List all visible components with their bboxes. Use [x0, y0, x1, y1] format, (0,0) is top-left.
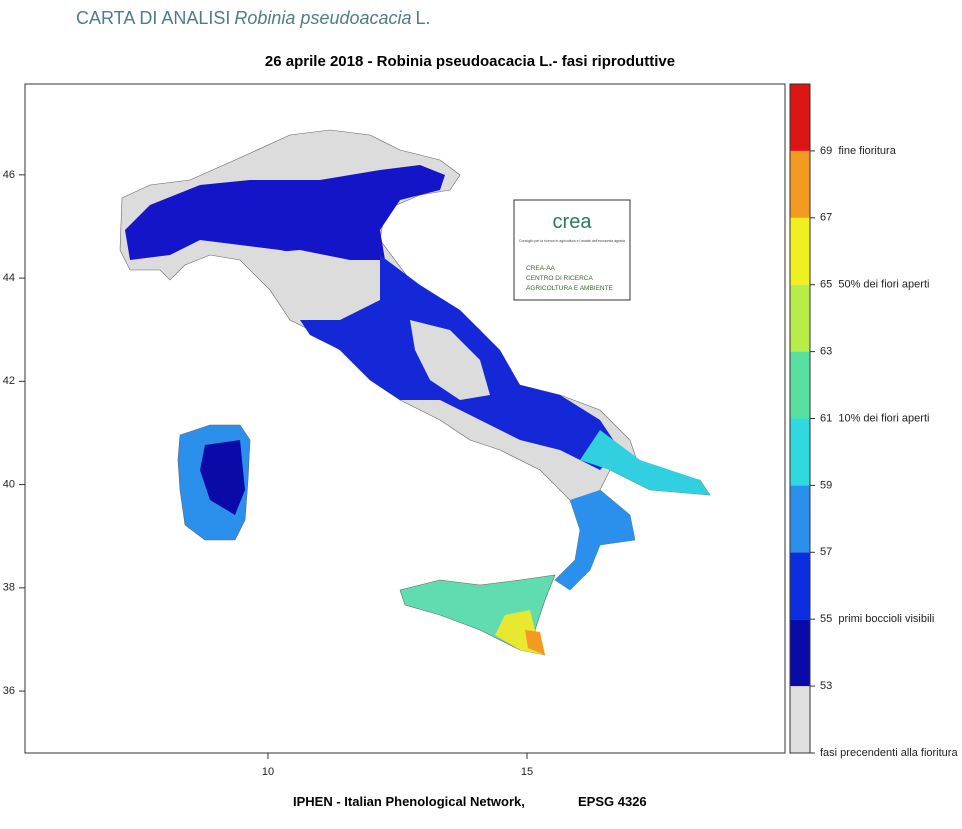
colorbar-segment	[790, 686, 810, 753]
colorbar-segment	[790, 418, 810, 486]
colorbar-label: 55 primi boccioli visibili	[820, 613, 934, 625]
colorbar-label: 59	[820, 479, 832, 491]
logo-box	[513, 199, 631, 301]
colorbar-segment	[790, 351, 810, 419]
logo-line: CENTRO DI RICERCA	[526, 275, 593, 282]
colorbar-segment	[790, 217, 810, 285]
header-title: CARTA DI ANALISI Robinia pseudoacacia L.	[76, 8, 431, 29]
tuscany-gray	[240, 250, 370, 320]
title-species: Robinia pseudoacacia	[234, 8, 412, 28]
y-tick-label: 38	[3, 582, 15, 594]
logo: crea Consiglio per la ricerca in agricol…	[513, 199, 631, 301]
footer-network: IPHEN - Italian Phenological Network,	[293, 794, 525, 809]
colorbar-segment	[790, 84, 810, 151]
colorbar-label: 53	[820, 680, 832, 692]
colorbar-label: 65 50% dei fiori aperti	[820, 279, 929, 291]
colorbar-label: 69 fine fioritura	[820, 145, 897, 157]
map-title: 26 aprile 2018 - Robinia pseudoacacia L.…	[265, 53, 675, 70]
colorbar-segment	[790, 485, 810, 553]
logo-line: CREA-AA	[526, 265, 556, 272]
colorbar-label: 61 10% dei fiori aperti	[820, 412, 929, 424]
y-tick-label: 42	[3, 375, 15, 387]
logo-name: crea	[553, 211, 593, 233]
colorbar-segment	[790, 552, 810, 620]
italy-map	[119, 129, 711, 656]
y-tick-label: 44	[3, 272, 15, 284]
title-suffix: L.	[415, 8, 431, 28]
x-tick-label: 15	[521, 766, 533, 778]
sicily-tip	[525, 630, 545, 655]
x-tick-label: 10	[262, 766, 274, 778]
sardinia-interior	[200, 440, 245, 515]
logo-line: AGRICOLTURA E AMBIENTE	[526, 285, 614, 292]
y-tick-label: 40	[3, 478, 15, 490]
colorbar-segment	[790, 150, 810, 218]
colorbar-segment	[790, 284, 810, 352]
apennine-gray	[410, 320, 490, 400]
colorbar-segment	[790, 619, 810, 687]
logo-tagline: Consiglio per la ricerca in agricoltura …	[519, 239, 625, 243]
colorbar-label: 57	[820, 546, 832, 558]
colorbar-label: fasi precendenti alla fioritura	[820, 747, 958, 759]
y-tick-label: 36	[3, 685, 15, 697]
calabria	[555, 490, 635, 590]
footer-projection: EPSG 4326	[578, 794, 647, 809]
colorbar-label: 63	[820, 346, 832, 358]
title-prefix: CARTA DI ANALISI	[76, 8, 231, 28]
po-valley	[125, 165, 445, 260]
y-tick-label: 46	[3, 169, 15, 181]
puglia	[580, 430, 710, 495]
colorbar-label: 67	[820, 212, 832, 224]
